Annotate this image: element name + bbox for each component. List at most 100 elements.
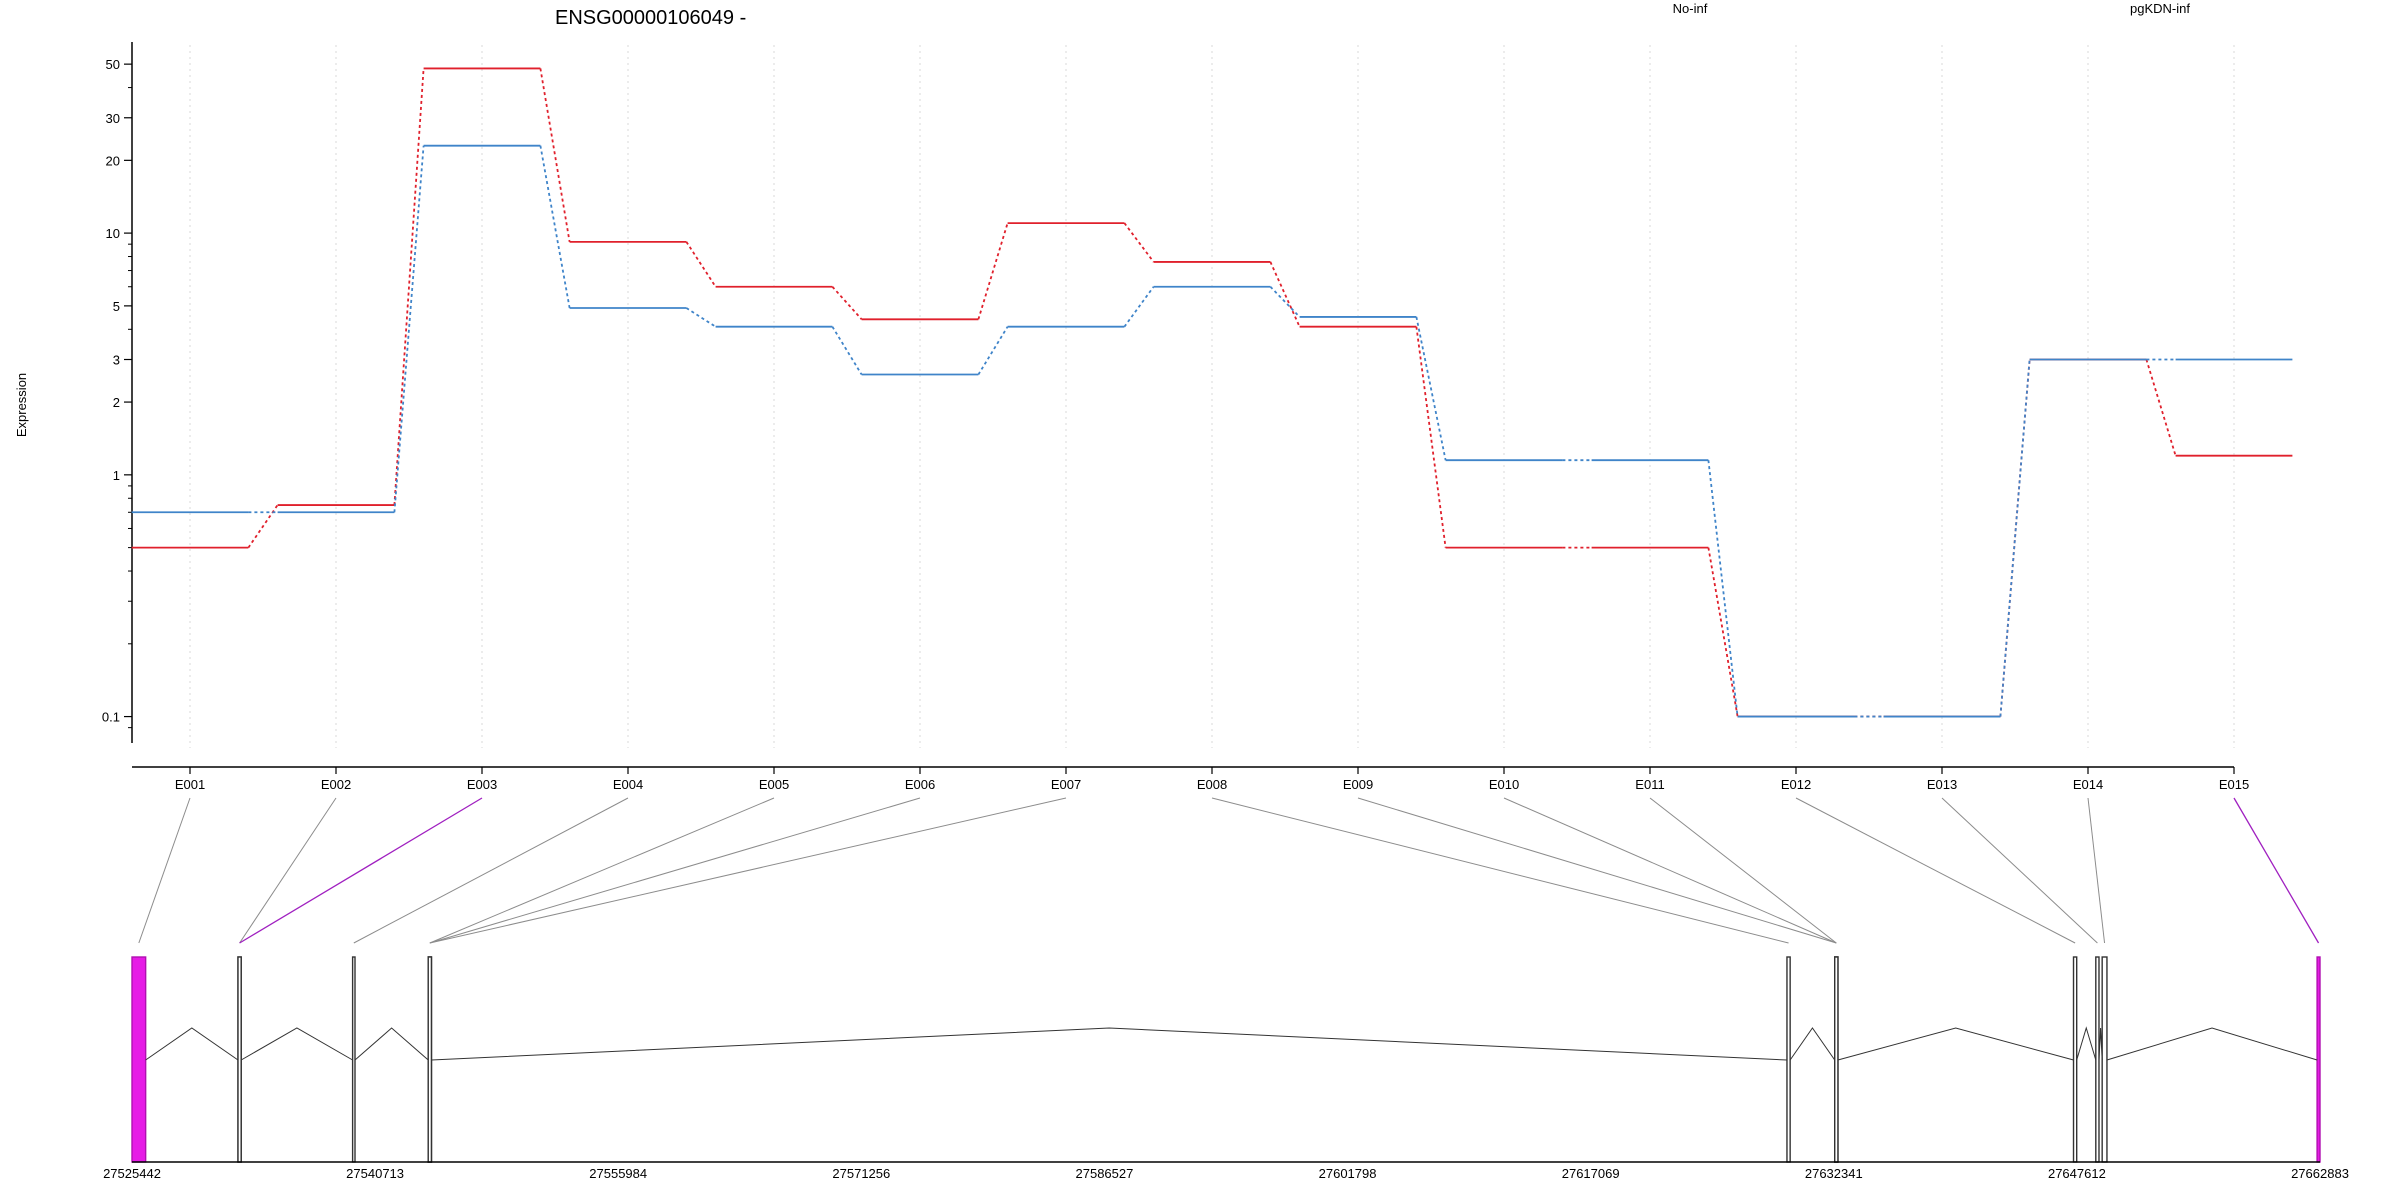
connector-e015 [2233, 797, 2320, 944]
connector-e013 [1941, 797, 2098, 944]
y-axis: 0.1 1 2 3 5 10 20 30 50 [102, 42, 133, 743]
exon-block-e012 [2072, 956, 2078, 1163]
intron-7 [2076, 1026, 2097, 1061]
legend-pgkdn-inf: pgKDN-inf [2130, 1, 2190, 16]
intron-1 [145, 1027, 239, 1061]
connector-e014 [2087, 797, 2106, 944]
transition-e005 [831, 326, 863, 375]
intron-9 [2106, 1027, 2318, 1061]
y-tick-label-1: 1 [113, 468, 120, 483]
transition-e013 [1999, 359, 2031, 717]
connector-e012 [1795, 797, 2076, 944]
intron-8 [2098, 1027, 2103, 1061]
exon-block-e003 [237, 956, 242, 1163]
x-tick-label-e007: E007 [1051, 777, 1081, 792]
x-tick-label-e003: E003 [467, 777, 497, 792]
x-tick-label-e004: E004 [613, 777, 643, 792]
transition-e002 [393, 145, 425, 513]
transition-e004 [685, 241, 717, 288]
y-tick-label-20: 20 [106, 153, 120, 168]
transition-e011 [1707, 460, 1739, 717]
exon-block-e013 [2095, 956, 2100, 1163]
vertical-gridlines [189, 45, 2235, 748]
exon-block-e011 [1834, 956, 1839, 1163]
genomic-tick-label-1: 27525442 [103, 1166, 161, 1181]
genomic-tick-label-8: 27632341 [1805, 1166, 1863, 1181]
transition-e009 [1415, 326, 1447, 548]
genomic-tick-label-2: 27540713 [346, 1166, 404, 1181]
x-tick-label-e006: E006 [905, 777, 935, 792]
genomic-tick-label-5: 27586527 [1076, 1166, 1134, 1181]
transition-e011 [1707, 547, 1739, 717]
y-tick-label-10: 10 [106, 226, 120, 241]
x-tick-label-e015: E015 [2219, 777, 2249, 792]
connector-e001 [138, 797, 191, 944]
connector-e005 [429, 797, 775, 944]
transition-e008 [1269, 286, 1301, 318]
transition-e004 [685, 307, 717, 328]
x-tick-label-e005: E005 [759, 777, 789, 792]
transition-e007 [1123, 222, 1155, 263]
transition-e014 [2145, 359, 2177, 456]
connector-e010 [1503, 797, 1837, 944]
y-tick-label-50: 50 [106, 57, 120, 72]
x-tick-label-e013: E013 [1927, 777, 1957, 792]
intron-6 [1837, 1027, 2074, 1061]
connector-e004 [353, 797, 629, 944]
genomic-tick-label-10: 27662883 [2291, 1166, 2349, 1181]
x-tick-label-e009: E009 [1343, 777, 1373, 792]
transition-e005 [831, 286, 863, 320]
x-tick-label-e002: E002 [321, 777, 351, 792]
exon-block-e004 [351, 956, 356, 1163]
exon-block-e001 [131, 956, 147, 1163]
genomic-tick-label-9: 27647612 [2048, 1166, 2106, 1181]
exon-connectors [138, 797, 2320, 944]
y-tick-label-0.1: 0.1 [102, 710, 120, 725]
exon-block-e008 [1786, 956, 1791, 1163]
x-tick-label-e010: E010 [1489, 777, 1519, 792]
transition-e008 [1269, 261, 1301, 328]
x-tick-label-e008: E008 [1197, 777, 1227, 792]
intron-2 [240, 1027, 353, 1061]
transition-e009 [1415, 316, 1447, 461]
exon-block-e014 [2101, 956, 2108, 1163]
connector-e007 [429, 797, 1067, 944]
genomic-tick-label-6: 27601798 [1319, 1166, 1377, 1181]
transition-e007 [1123, 286, 1155, 328]
connector-e008 [1211, 797, 1789, 944]
x-tick-label-e014: E014 [2073, 777, 2103, 792]
gene-model [131, 956, 2321, 1163]
transition-e006 [977, 222, 1009, 320]
genomic-tick-label-4: 27571256 [832, 1166, 890, 1181]
exon-block-e007 [427, 956, 433, 1163]
transition-e003 [539, 145, 571, 309]
series-pgkdn-inf [131, 144, 2293, 718]
transition-e003 [539, 68, 571, 243]
connector-e009 [1357, 797, 1837, 944]
y-tick-label-2: 2 [113, 395, 120, 410]
connector-e011 [1649, 797, 1837, 944]
x-tick-label-e012: E012 [1781, 777, 1811, 792]
connector-e002 [239, 797, 337, 944]
exon-block-e015 [2316, 956, 2321, 1163]
transition-e006 [977, 326, 1009, 375]
series-lines [131, 67, 2293, 718]
genomic-axis: 27525442 27540713 27555984 27571256 27586527… [103, 1161, 2349, 1181]
y-tick-label-3: 3 [113, 353, 120, 368]
genomic-tick-label-3: 27555984 [589, 1166, 647, 1181]
intron-3 [354, 1027, 429, 1061]
exon-axis: E001 E002 E003 E004 E005 E006 E007 E008 E009 E010… [132, 766, 2249, 792]
x-tick-label-e011: E011 [1635, 777, 1664, 792]
y-tick-label-30: 30 [106, 111, 120, 126]
x-tick-label-e001: E001 [175, 777, 205, 792]
transition-e002 [393, 68, 425, 506]
legend-no-inf: No-inf [1673, 1, 1708, 16]
genomic-tick-label-7: 27617069 [1562, 1166, 1620, 1181]
y-tick-label-5: 5 [113, 299, 120, 314]
intron-5 [1789, 1027, 1836, 1061]
connector-e003 [239, 797, 483, 944]
intron-4 [431, 1027, 1787, 1061]
connector-e006 [429, 797, 921, 944]
chart-title: ENSG00000106049 - [555, 7, 746, 29]
